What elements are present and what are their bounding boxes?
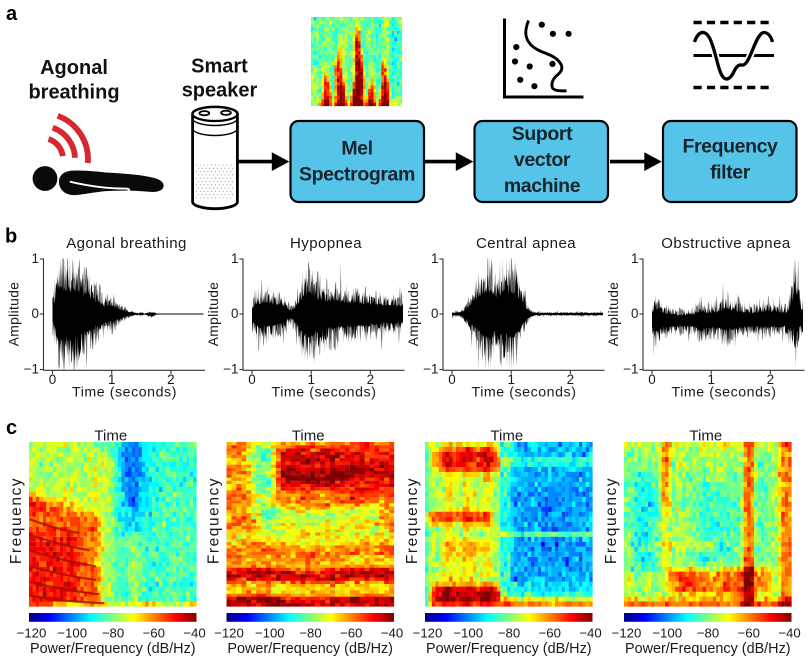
svg-text:0: 0 <box>631 306 638 321</box>
svg-text:0: 0 <box>49 372 56 387</box>
svg-text:Time: Time <box>292 428 325 445</box>
svg-text:machine: machine <box>504 175 581 197</box>
svg-text:vector: vector <box>514 149 571 171</box>
svg-text:2: 2 <box>167 372 174 387</box>
svg-text:−40: −40 <box>381 626 403 641</box>
svg-text:Frequency: Frequency <box>404 477 421 564</box>
svg-text:Smart: Smart <box>191 56 248 78</box>
svg-text:b: b <box>5 226 17 248</box>
svg-text:−100: −100 <box>255 626 285 641</box>
svg-text:1: 1 <box>431 251 438 266</box>
svg-text:Time: Time <box>689 428 722 445</box>
svg-text:Amplitude: Amplitude <box>606 282 621 347</box>
svg-text:0: 0 <box>431 306 438 321</box>
svg-text:1: 1 <box>507 372 514 387</box>
svg-text:Time (seconds): Time (seconds) <box>72 385 177 401</box>
svg-text:Mel: Mel <box>341 138 372 160</box>
svg-text:−80: −80 <box>102 626 124 641</box>
svg-text:2: 2 <box>367 372 374 387</box>
svg-text:−40: −40 <box>579 626 601 641</box>
svg-text:Time (seconds): Time (seconds) <box>472 385 577 401</box>
svg-text:−60: −60 <box>340 626 362 641</box>
svg-text:1: 1 <box>108 372 115 387</box>
svg-text:Time (seconds): Time (seconds) <box>672 385 777 401</box>
svg-text:Agonal: Agonal <box>40 57 108 79</box>
svg-text:Frequency: Frequency <box>8 477 25 564</box>
svg-text:Time: Time <box>94 428 127 445</box>
svg-text:−40: −40 <box>183 626 205 641</box>
svg-text:Suport: Suport <box>512 123 573 145</box>
svg-text:−120: −120 <box>17 626 47 641</box>
svg-text:breathing: breathing <box>28 82 119 104</box>
svg-text:Power/Frequency (dB/Hz): Power/Frequency (dB/Hz) <box>227 641 393 657</box>
svg-text:0: 0 <box>448 372 455 387</box>
svg-text:Frequency: Frequency <box>206 477 223 564</box>
svg-text:−40: −40 <box>778 626 800 641</box>
svg-text:−80: −80 <box>498 626 520 641</box>
svg-text:−1: −1 <box>623 362 638 377</box>
svg-text:1: 1 <box>631 251 638 266</box>
svg-text:2: 2 <box>767 372 774 387</box>
svg-text:2: 2 <box>567 372 574 387</box>
svg-text:−1: −1 <box>423 362 438 377</box>
svg-text:Power/Frequency (dB/Hz): Power/Frequency (dB/Hz) <box>30 641 196 657</box>
svg-text:−120: −120 <box>612 626 642 641</box>
svg-text:0: 0 <box>231 306 238 321</box>
svg-text:c: c <box>6 417 17 439</box>
svg-text:−100: −100 <box>57 626 87 641</box>
svg-text:a: a <box>6 3 18 25</box>
svg-text:−80: −80 <box>299 626 321 641</box>
svg-text:−1: −1 <box>223 362 238 377</box>
svg-text:1: 1 <box>307 372 314 387</box>
svg-text:Power/Frequency (dB/Hz): Power/Frequency (dB/Hz) <box>625 641 791 657</box>
svg-text:Obstructive apnea: Obstructive apnea <box>661 235 791 252</box>
svg-text:0: 0 <box>32 306 39 321</box>
svg-text:1: 1 <box>707 372 714 387</box>
svg-text:Amplitude: Amplitude <box>406 282 421 347</box>
svg-text:0: 0 <box>248 372 255 387</box>
svg-text:Central apnea: Central apnea <box>476 235 576 252</box>
svg-text:−100: −100 <box>652 626 682 641</box>
svg-text:Agonal breathing: Agonal breathing <box>66 235 187 252</box>
svg-text:Amplitude: Amplitude <box>7 282 22 347</box>
svg-text:−100: −100 <box>453 626 483 641</box>
svg-text:Amplitude: Amplitude <box>206 282 221 347</box>
svg-text:Time: Time <box>490 428 523 445</box>
svg-text:Hypopnea: Hypopnea <box>290 235 362 252</box>
svg-text:−120: −120 <box>214 626 244 641</box>
svg-text:−60: −60 <box>738 626 760 641</box>
svg-text:Spectrogram: Spectrogram <box>299 164 415 186</box>
svg-text:−1: −1 <box>24 362 39 377</box>
svg-text:−80: −80 <box>697 626 719 641</box>
svg-text:speaker: speaker <box>182 80 258 102</box>
svg-text:Frequency: Frequency <box>682 136 778 158</box>
svg-text:−60: −60 <box>539 626 561 641</box>
svg-text:1: 1 <box>32 251 39 266</box>
svg-text:1: 1 <box>231 251 238 266</box>
svg-text:0: 0 <box>648 372 655 387</box>
svg-text:−60: −60 <box>143 626 165 641</box>
svg-text:−120: −120 <box>413 626 443 641</box>
svg-text:Frequency: Frequency <box>603 477 620 564</box>
svg-text:Time (seconds): Time (seconds) <box>272 385 377 401</box>
svg-text:filter: filter <box>710 162 751 184</box>
svg-text:Power/Frequency (dB/Hz): Power/Frequency (dB/Hz) <box>426 641 592 657</box>
